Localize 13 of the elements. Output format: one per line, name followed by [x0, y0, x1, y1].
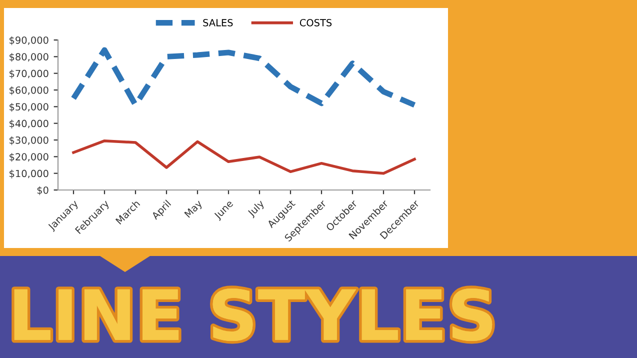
text: LINE STYLES	[14, 288, 492, 341]
y-tick-label: $10,000	[10, 170, 48, 178]
legend-label: COSTS	[300, 19, 332, 26]
y-tick-label: $30,000	[10, 136, 48, 146]
y-tick-label: $90,000	[10, 36, 48, 46]
y-tick-label: $70,000	[10, 70, 48, 78]
y-tick-label: $20,000	[10, 152, 48, 162]
y-tick-label: $40,000	[10, 120, 48, 128]
y-tick-label: $60,000	[10, 86, 48, 96]
y-tick-label: $50,000	[10, 102, 48, 112]
y-tick-label: $80,000	[10, 52, 48, 62]
legend-label: SALES	[203, 19, 233, 26]
y-tick-label: $0	[37, 186, 48, 196]
